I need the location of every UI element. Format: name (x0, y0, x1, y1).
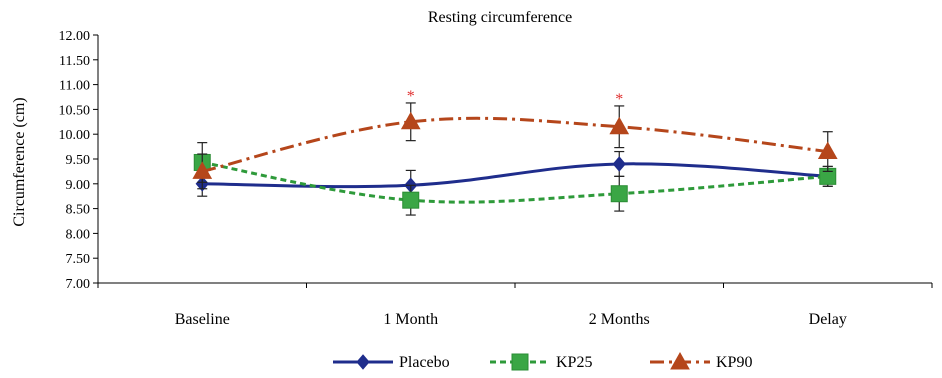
y-tick-label: 9.50 (66, 153, 91, 168)
y-axis-label: Circumference (cm) (11, 97, 28, 226)
x-category-label: Baseline (175, 311, 230, 328)
x-categories: Baseline 1 Month 2 Months Delay (97, 283, 933, 328)
legend-marker-kp25 (511, 353, 529, 371)
y-tick-label: 11.00 (59, 79, 90, 94)
data-point-placebo (612, 156, 626, 172)
legend-label-kp25: KP25 (556, 354, 592, 371)
y-tick-label: 8.00 (66, 227, 91, 242)
y-tick-label: 8.50 (66, 203, 91, 218)
data-point-kp90 (609, 116, 630, 135)
legend-label-kp90: KP90 (716, 354, 752, 371)
data-point-kp25 (402, 191, 420, 209)
series-line-placebo (202, 162, 828, 189)
chart-title: Resting circumference (428, 9, 572, 26)
series-placebo (195, 150, 835, 201)
x-category-label: 1 Month (383, 311, 438, 328)
series-group (192, 102, 838, 216)
legend: Placebo KP25 KP90 (333, 351, 752, 371)
y-tick-label: 7.50 (66, 252, 91, 267)
significance-marker: * (407, 88, 415, 105)
series-line-kp90 (201, 116, 828, 173)
y-tick-label: 7.00 (66, 277, 91, 292)
series-line-kp25 (201, 160, 828, 204)
legend-label-placebo: Placebo (399, 354, 450, 371)
data-point-kp25 (610, 185, 628, 203)
significance-marker: * (615, 91, 623, 108)
annotations: * * (407, 88, 624, 108)
y-tick-label: 10.50 (59, 103, 91, 118)
y-tick-label: 10.00 (59, 128, 91, 143)
series-kp25 (193, 142, 837, 216)
series-kp90 (192, 102, 838, 190)
data-point-kp90 (192, 161, 213, 179)
y-tick-label: 9.00 (66, 178, 91, 193)
y-tick-label: 12.00 (59, 29, 91, 44)
x-category-label: 2 Months (589, 311, 650, 328)
legend-marker-placebo (356, 354, 370, 370)
x-category-label: Delay (809, 311, 847, 328)
y-tick-label: 11.50 (59, 54, 90, 69)
data-point-kp90 (400, 111, 421, 130)
data-point-kp90 (817, 141, 838, 160)
y-ticks: 7.00 7.50 8.00 8.50 9.00 9.50 10.00 10.50 11.00 1… (59, 29, 98, 292)
legend-marker-kp90 (670, 351, 690, 370)
